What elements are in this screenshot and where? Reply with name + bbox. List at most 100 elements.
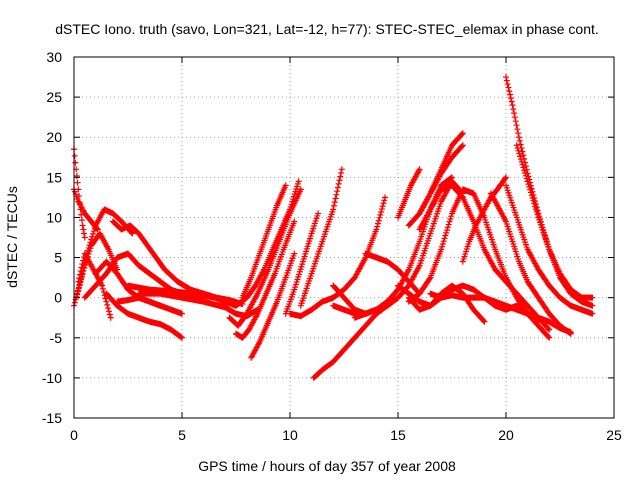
data-point xyxy=(589,302,596,309)
data-point xyxy=(373,226,380,233)
data-point xyxy=(522,170,529,177)
data-point xyxy=(86,248,93,255)
tick-layer: 0 5 10 15 20 25 -15 -10 -5 0 5 10 15 20 25 30 xyxy=(42,49,622,443)
data-point xyxy=(72,159,79,166)
x-tick-label: 20 xyxy=(498,427,514,443)
data-point xyxy=(481,318,488,325)
y-tick-label: 25 xyxy=(46,89,62,105)
data-point xyxy=(516,137,523,144)
data-point xyxy=(515,130,522,137)
data-point xyxy=(107,314,114,321)
data-series xyxy=(125,178,302,309)
data-point xyxy=(438,246,445,253)
y-tick-label: 30 xyxy=(46,49,62,65)
data-point xyxy=(446,218,453,225)
data-point xyxy=(447,215,454,222)
data-series xyxy=(427,290,542,325)
x-tick-label: 0 xyxy=(70,427,78,443)
data-point xyxy=(103,298,110,305)
data-point xyxy=(444,224,451,231)
data-point xyxy=(525,181,532,188)
data-point xyxy=(91,225,98,232)
data-point xyxy=(82,262,89,269)
data-point xyxy=(104,301,111,308)
data-point xyxy=(566,330,573,337)
data-point xyxy=(76,282,83,289)
data-point xyxy=(545,325,552,332)
data-point xyxy=(520,152,527,159)
data-point xyxy=(520,164,527,171)
data-series xyxy=(416,130,466,217)
data-point xyxy=(81,230,88,237)
data-point xyxy=(374,220,381,227)
data-point xyxy=(530,197,537,204)
data-point xyxy=(589,294,596,301)
data-point xyxy=(502,175,509,182)
data-point xyxy=(79,261,86,268)
data-point xyxy=(94,226,101,233)
data-point xyxy=(514,145,521,152)
data-point xyxy=(503,174,509,181)
data-point xyxy=(524,178,531,185)
data-point xyxy=(78,264,85,271)
data-point xyxy=(532,203,539,210)
data-point xyxy=(503,77,510,84)
data-series xyxy=(71,206,136,309)
data-point xyxy=(505,84,512,91)
data-series xyxy=(395,166,423,221)
data-point xyxy=(332,195,339,202)
data-point xyxy=(527,186,534,193)
data-point xyxy=(105,308,112,315)
data-point xyxy=(178,334,185,341)
data-point xyxy=(459,130,466,137)
data-point xyxy=(335,180,342,187)
y-tick-label: -10 xyxy=(42,370,62,386)
data-point xyxy=(379,203,386,210)
data-point xyxy=(503,74,509,81)
data-point xyxy=(338,169,345,176)
y-tick-label: 10 xyxy=(46,209,62,225)
x-tick-label: 25 xyxy=(606,427,622,443)
grid-layer xyxy=(74,57,614,418)
data-point xyxy=(76,275,83,282)
data-point xyxy=(381,197,388,204)
chart-title: dSTEC Iono. truth (savo, Lon=321, Lat=-1… xyxy=(55,21,599,37)
data-point xyxy=(336,177,343,184)
data-layer xyxy=(71,74,596,381)
data-point xyxy=(382,194,389,201)
data-point xyxy=(511,114,518,121)
data-point xyxy=(79,222,86,229)
data-point xyxy=(442,232,449,239)
data-point xyxy=(444,227,451,234)
data-series xyxy=(513,142,596,301)
y-tick-label: 0 xyxy=(54,290,62,306)
data-point xyxy=(511,110,518,117)
data-point xyxy=(179,310,185,317)
data-point xyxy=(516,150,523,157)
data-point xyxy=(507,95,514,102)
y-axis-label: dSTEC / TECUs xyxy=(4,186,20,288)
data-point xyxy=(448,174,455,181)
data-point xyxy=(532,206,539,213)
data-point xyxy=(509,102,516,109)
data-series xyxy=(503,74,596,309)
data-point xyxy=(99,285,106,292)
data-series xyxy=(103,290,185,341)
data-series xyxy=(487,190,574,337)
data-point xyxy=(513,142,520,149)
y-tick-label: -15 xyxy=(42,410,62,426)
data-point xyxy=(517,153,524,160)
data-series xyxy=(282,210,322,317)
x-tick-label: 10 xyxy=(282,427,298,443)
data-point xyxy=(330,202,337,209)
data-point xyxy=(333,191,340,198)
data-point xyxy=(535,318,542,325)
y-tick-label: 20 xyxy=(46,129,62,145)
data-point xyxy=(78,217,85,224)
data-point xyxy=(89,233,96,240)
data-point xyxy=(105,305,112,312)
data-series xyxy=(248,250,298,361)
data-point xyxy=(75,278,82,285)
data-point xyxy=(375,217,382,224)
data-point xyxy=(295,178,302,185)
